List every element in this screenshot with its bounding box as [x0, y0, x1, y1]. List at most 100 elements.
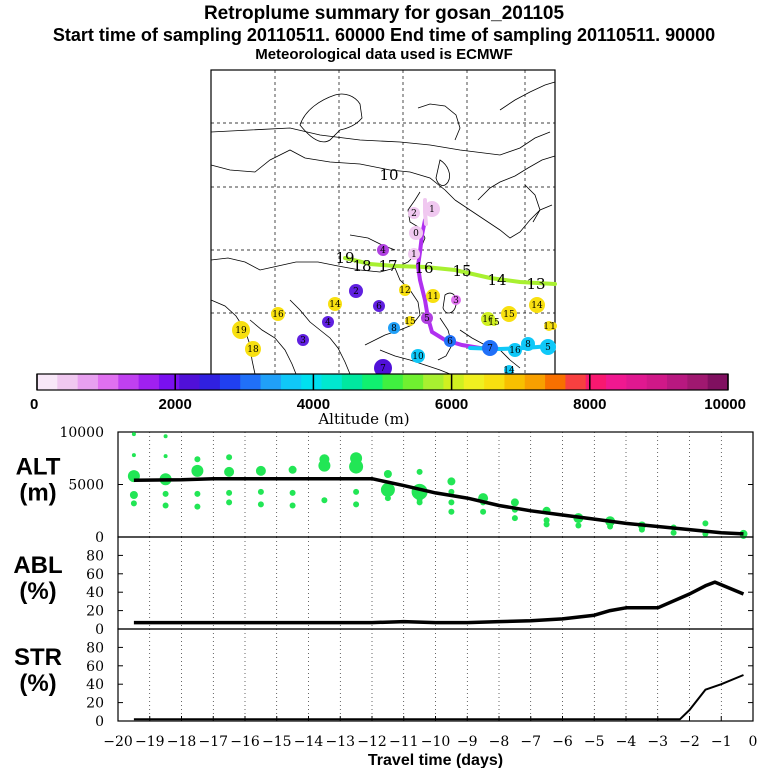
trajectory-marker: 17	[378, 257, 397, 275]
x-tick-label: −7	[520, 734, 541, 750]
trajectory-marker: 13	[526, 275, 545, 293]
colorbar-swatch	[118, 374, 140, 390]
altitude-point	[670, 529, 677, 536]
trajectory-marker: 19	[335, 249, 354, 267]
trajectory-marker: 12	[399, 284, 411, 296]
trajectory-marker-dot	[421, 312, 433, 324]
altitude-point	[543, 517, 550, 524]
map-grid	[211, 70, 555, 375]
y-tick-label: 80	[86, 640, 104, 656]
trajectory-marker: 2	[349, 284, 363, 298]
trajectory-marker-dot	[374, 359, 392, 377]
trajectory-marker: 1	[408, 248, 420, 260]
altitude-point	[224, 466, 235, 477]
trajectory-marker-dot	[408, 248, 420, 260]
trajectory-marker: 19	[232, 321, 250, 339]
trajectory-marker-label: 18	[247, 345, 259, 355]
trajectory-marker-label: 4	[325, 318, 331, 328]
panel-abl: 0 20 40 60 80 ABL(%)	[13, 536, 754, 638]
trajectory-marker-label: 7	[487, 344, 493, 354]
altitude-point	[288, 465, 297, 474]
x-tick-label: −9	[457, 734, 478, 750]
colorbar-swatch	[423, 374, 444, 390]
trajectory-marker: 5	[540, 339, 556, 355]
trajectory-marker: 15	[488, 318, 500, 328]
trajectory-marker-dot	[444, 335, 456, 347]
x-tick-label: −17	[198, 734, 228, 750]
trajectory-marker: 1	[424, 201, 440, 217]
trajectory-marker-dot	[529, 297, 545, 313]
x-tick-label: −19	[135, 734, 165, 750]
altitude-point	[638, 526, 645, 533]
altitude-point	[129, 491, 138, 499]
trajectory-marker-label: 18	[352, 257, 371, 275]
altitude-point	[163, 434, 168, 439]
colorbar-swatch	[158, 374, 180, 390]
altitude-point	[162, 490, 169, 497]
trajectory-marker-label: 4	[380, 246, 386, 256]
trajectory-marker-dot	[232, 321, 250, 339]
trajectory-marker-label: 1	[411, 250, 417, 260]
trajectory-marker-label: 12	[399, 286, 410, 296]
panel-frame	[117, 628, 754, 722]
trajectory-marker-dot	[297, 334, 309, 346]
colorbar-tick-label: 0	[30, 396, 38, 413]
trajectory-marker-label: 1	[550, 322, 556, 332]
colorbar-swatch	[626, 374, 648, 390]
x-tick-label: −6	[552, 734, 573, 750]
altitude-point	[162, 502, 169, 509]
trajectory-marker: 4	[377, 244, 389, 256]
trajectory-marker-dot	[482, 340, 498, 356]
trajectory-marker: 1	[549, 322, 557, 332]
map-frame	[210, 69, 556, 376]
trajectory-marker-label: 6	[376, 302, 382, 312]
trajectory-marker: 18	[245, 341, 261, 357]
colorbar-swatch	[667, 374, 688, 390]
trajectory-marker: 5	[421, 312, 433, 324]
trajectory-marker-label: 17	[378, 257, 397, 275]
colorbar-swatch	[260, 374, 282, 390]
colorbar-swatch	[707, 374, 729, 390]
altitude-point	[194, 503, 201, 510]
trajectory-marker: 14	[487, 271, 506, 289]
trajectory-marker: 14	[503, 365, 515, 376]
y-axis-label: (m)	[19, 480, 56, 507]
trajectory-marker: 15	[404, 316, 416, 327]
colorbar-swatch	[524, 374, 546, 390]
trajectory-marker: 6	[444, 335, 456, 347]
sampling-period: Start time of sampling 20110511. 60000 E…	[52, 25, 716, 45]
trajectory-marker-label: 16	[482, 315, 494, 325]
altitude-point	[575, 522, 582, 529]
y-tick-label: 80	[86, 548, 104, 564]
altitude-point	[448, 488, 455, 495]
trajectory-marker-label: 14	[329, 300, 341, 310]
altitude-point	[257, 501, 264, 508]
trajectory-marker-label: 3	[300, 336, 306, 346]
trajectory-marker-label: 16	[509, 346, 521, 356]
y-tick-label: 40	[86, 585, 104, 601]
trajectory-marker: 2	[408, 207, 420, 219]
altitude-point	[384, 495, 391, 502]
colorbar-swatch	[646, 374, 668, 390]
trajectory-marker-label: 2	[411, 209, 417, 219]
colorbar-swatch	[402, 374, 424, 390]
trajectory-marker: 16	[414, 259, 433, 277]
altitude-point	[543, 521, 550, 528]
trajectory-marker-label: 11	[427, 292, 438, 302]
trajectory-marker-label: 5	[545, 343, 551, 353]
altitude-point	[321, 497, 328, 504]
altitude-point	[255, 465, 266, 476]
trajectory-marker-label: 5	[424, 314, 430, 324]
trajectory-marker-label: 19	[235, 326, 247, 336]
y-tick-label: 60	[86, 659, 104, 675]
colorbar-swatch	[57, 374, 79, 390]
altitude-point	[416, 499, 423, 506]
trajectory-marker: 16	[271, 307, 285, 321]
colorbar-swatch	[37, 374, 58, 390]
altitude-point	[191, 464, 204, 477]
trajectory-marker-label: 14	[503, 366, 515, 376]
trajectory-marker-dot	[405, 316, 415, 326]
